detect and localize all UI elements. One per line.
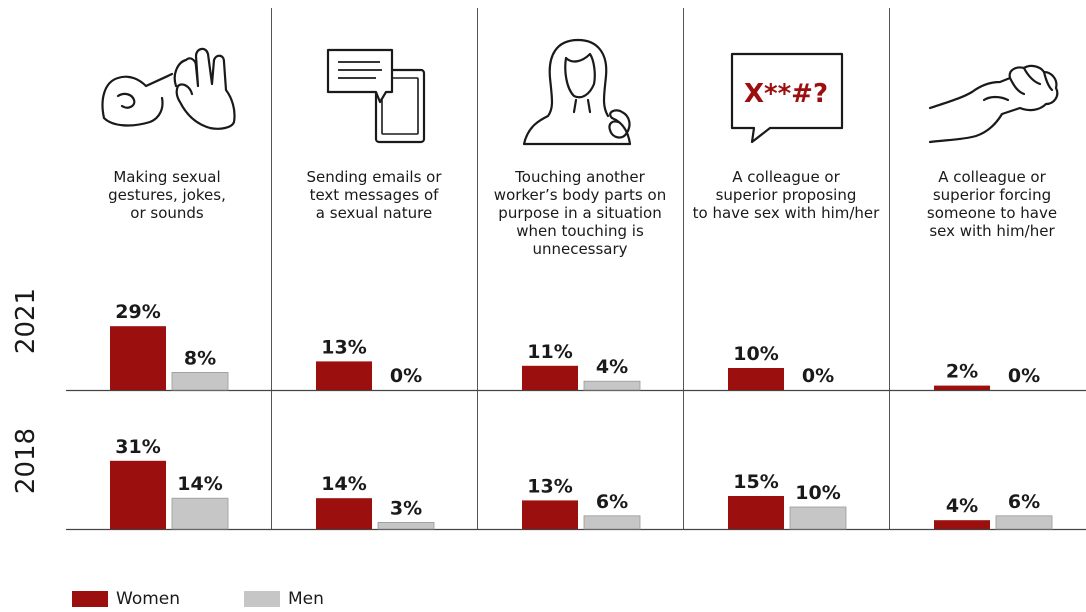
bars-layer: 29% 13% 11% 10% 2% 8% 0% 4% 0% 0% 31% 14% 13% 15% 4% 14… <box>110 301 1053 530</box>
value-label-2018-women-4: 15% <box>733 471 778 493</box>
swear-text: X**#? <box>744 79 828 109</box>
category-label-3: Touching another worker’s body parts on … <box>493 168 667 258</box>
value-label-2021-women-5: 2% <box>946 361 978 383</box>
value-label-2018-men-3: 6% <box>596 491 628 513</box>
hand-gesture-icon <box>101 47 236 130</box>
legend-item-men: Men <box>244 588 324 610</box>
bar-2018-men-1 <box>171 497 229 530</box>
legend-label-women: Women <box>116 589 181 609</box>
legend-swatch-women <box>72 591 108 607</box>
bar-2018-men-5 <box>995 515 1053 530</box>
value-label-2021-men-1: 8% <box>184 347 216 369</box>
column-dividers <box>271 8 890 530</box>
value-label-2021-women-3: 11% <box>527 341 572 363</box>
bar-2018-women-2 <box>316 498 372 529</box>
value-label-2021-women-4: 10% <box>733 343 778 365</box>
bar-2018-women-5 <box>934 520 990 529</box>
bar-2018-men-2 <box>377 522 435 530</box>
category-label-2: Sending emails or text messages of a sex… <box>306 168 442 222</box>
category-label-4: A colleague or superior proposing to hav… <box>692 168 880 222</box>
value-label-2018-men-4: 10% <box>795 482 840 504</box>
bar-2018-women-3 <box>522 500 578 529</box>
bar-2021-men-3 <box>583 380 641 391</box>
email-phone-icon <box>326 48 426 144</box>
value-label-2021-men-5: 0% <box>1008 365 1040 387</box>
value-label-2021-men-3: 4% <box>596 356 628 378</box>
value-label-2018-women-1: 31% <box>115 436 160 458</box>
woman-icon <box>522 38 632 146</box>
message-bubble <box>326 48 394 104</box>
value-label-2018-women-3: 13% <box>527 475 572 497</box>
category-label-5: A colleague or superior forcing someone … <box>926 168 1058 240</box>
value-label-2021-men-4: 0% <box>802 365 834 387</box>
bar-2021-women-5 <box>934 385 990 390</box>
swear-speech-icon: X**#? <box>730 52 844 144</box>
legend-label-men: Men <box>288 589 324 609</box>
category-label-1: Making sexual gestures, jokes, or sounds <box>108 168 226 222</box>
value-label-2018-men-2: 3% <box>390 497 422 519</box>
bar-2021-women-1 <box>110 326 166 390</box>
bar-2018-women-1 <box>110 460 166 529</box>
year-label-2018: 2018 <box>11 427 41 495</box>
bar-2021-women-2 <box>316 361 372 390</box>
bar-2021-women-4 <box>728 368 784 390</box>
value-label-2021-women-2: 13% <box>321 336 366 358</box>
bar-2021-women-3 <box>522 365 578 390</box>
bar-2018-men-3 <box>583 515 641 530</box>
value-label-2021-women-1: 29% <box>115 301 160 323</box>
value-label-2018-women-5: 4% <box>946 495 978 517</box>
bar-2018-women-4 <box>728 496 784 529</box>
fist-icon <box>928 64 1059 144</box>
value-label-2021-men-2: 0% <box>390 365 422 387</box>
legend-swatch-men <box>244 591 280 607</box>
value-label-2018-men-5: 6% <box>1008 491 1040 513</box>
legend-item-women: Women <box>72 588 180 610</box>
year-label-2021: 2021 <box>11 287 41 355</box>
value-label-2018-men-1: 14% <box>177 473 222 495</box>
bar-2021-men-1 <box>171 371 229 391</box>
bar-2018-men-4 <box>789 506 847 530</box>
value-label-2018-women-2: 14% <box>321 473 366 495</box>
